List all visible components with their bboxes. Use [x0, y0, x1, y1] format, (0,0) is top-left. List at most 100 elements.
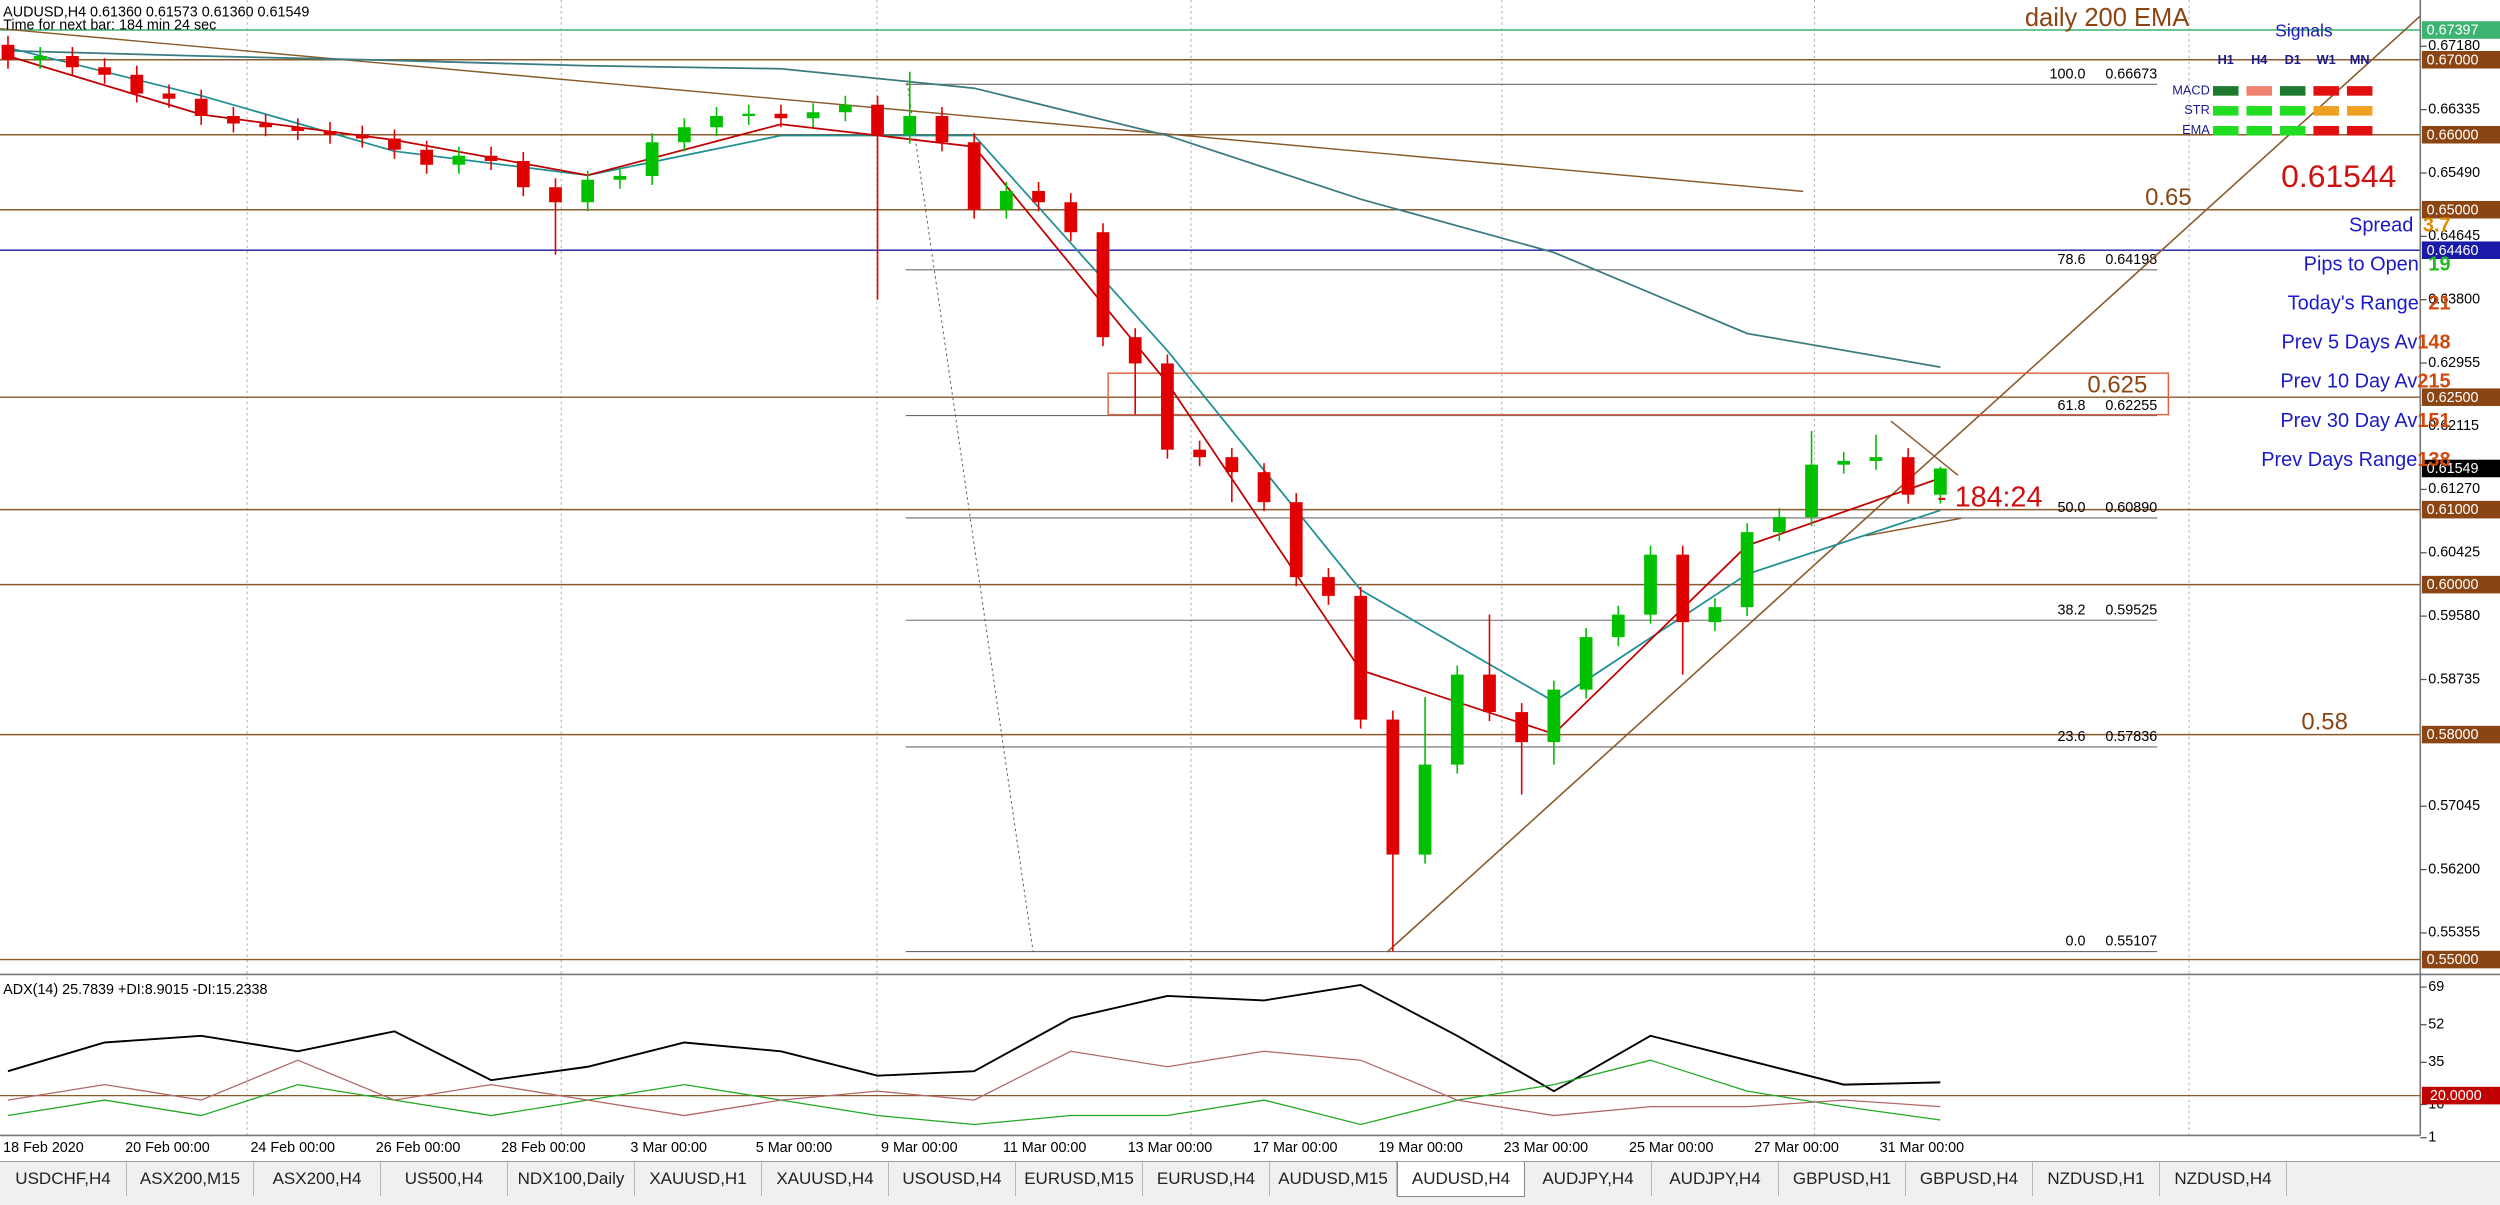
- adx-line: [7, 1059, 1941, 1126]
- candle-body: [1708, 607, 1722, 623]
- price-box: [2421, 725, 2500, 744]
- candle-body: [66, 56, 79, 68]
- signal-cell: [2246, 86, 2273, 96]
- y-tick-label: 0.59580: [2428, 608, 2480, 624]
- info-label: Prev 30 Day Av: [2280, 410, 2417, 432]
- y-tick-label: 0.60425: [2428, 545, 2480, 561]
- signal-cell: [2246, 106, 2273, 116]
- candle-body: [355, 134, 369, 139]
- tab[interactable]: ASX200,H4: [254, 1162, 381, 1196]
- candle-body: [98, 67, 111, 75]
- y-tick-label: 0.56200: [2428, 861, 2480, 877]
- tab[interactable]: USDCHF,H4: [0, 1162, 127, 1196]
- x-tick-label: 18 Feb 2020: [3, 1140, 84, 1156]
- price-box-label: 0.58000: [2427, 727, 2479, 743]
- candle-body: [838, 104, 852, 113]
- candle-body: [806, 112, 820, 119]
- price-box-label: 0.61000: [2427, 502, 2479, 518]
- price-box-label: 0.65000: [2427, 202, 2479, 218]
- info-label: Prev Days Range: [2261, 449, 2417, 471]
- candle-body: [1193, 449, 1206, 458]
- x-tick-label: 5 Mar 00:00: [756, 1140, 833, 1156]
- candle-body: [162, 93, 176, 99]
- tab[interactable]: GBPUSD,H4: [1906, 1162, 2033, 1196]
- y-tick-label: 0.62115: [2428, 418, 2479, 434]
- x-tick-label: 9 Mar 00:00: [881, 1140, 958, 1156]
- info-value: 19: [2428, 254, 2450, 276]
- fib-level: 38.2: [2058, 602, 2086, 618]
- y-tick-label: 0.64645: [2428, 228, 2480, 244]
- candle-body: [903, 115, 917, 135]
- info-value: 138: [2417, 449, 2450, 471]
- tab[interactable]: AUDJPY,H4: [1652, 1162, 1779, 1196]
- price-box: [2421, 200, 2500, 219]
- y-tick-label: 0.61270: [2428, 481, 2480, 497]
- info-row: Prev Days Range138: [2261, 449, 2450, 471]
- price-box: [2421, 575, 2500, 594]
- signal-cell: [2313, 86, 2339, 96]
- tab[interactable]: ASX200,M15: [127, 1162, 254, 1196]
- x-tick-label: 11 Mar 00:00: [1003, 1140, 1086, 1156]
- candle-body: [1547, 689, 1561, 743]
- candle-body: [1354, 595, 1368, 720]
- candle-body: [1837, 460, 1851, 465]
- symbol-line: AUDUSD,H4 0.61360 0.61573 0.61360 0.6154…: [3, 5, 309, 21]
- price-box: [2421, 50, 2500, 69]
- tab[interactable]: AUDUSD,M15: [1270, 1162, 1397, 1196]
- candle-body: [613, 175, 627, 180]
- candle-body: [1418, 764, 1432, 855]
- info-label: Prev 5 Days Av: [2282, 332, 2418, 354]
- tab[interactable]: AUDUSD,H4: [1397, 1162, 1525, 1197]
- adx-level-box: [2421, 1086, 2500, 1105]
- signal-row-label: MACD: [2172, 82, 2210, 97]
- tab[interactable]: US500,H4: [381, 1162, 508, 1196]
- x-tick-label: 25 Mar 00:00: [1629, 1140, 1714, 1156]
- candle-body: [130, 74, 144, 94]
- fib-level: 0.0: [2066, 934, 2086, 950]
- tab[interactable]: GBPUSD,H1: [1779, 1162, 1906, 1196]
- y-tick-label: 0.62955: [2428, 355, 2480, 371]
- tab[interactable]: EURUSD,M15: [1016, 1162, 1143, 1196]
- x-tick-label: 13 Mar 00:00: [1128, 1140, 1213, 1156]
- tab[interactable]: XAUUSD,H1: [635, 1162, 762, 1196]
- tab[interactable]: EURUSD,H4: [1143, 1162, 1270, 1196]
- signal-cell: [2279, 125, 2306, 136]
- x-tick-label: 24 Feb 00:00: [250, 1140, 335, 1156]
- fib-price: 0.57836: [2105, 729, 2157, 745]
- signal-cell: [2346, 86, 2373, 96]
- candle-body: [1644, 554, 1657, 615]
- candle-body: [1289, 502, 1303, 578]
- adx-line: [7, 983, 1941, 1093]
- info-row: Prev 10 Day Av215: [2280, 371, 2450, 393]
- candle-body: [871, 104, 884, 135]
- tab[interactable]: NDX100,Daily: [508, 1162, 635, 1196]
- candle-body: [1901, 457, 1915, 495]
- tab[interactable]: NZDUSD,H1: [2033, 1162, 2160, 1196]
- adx-level-label: 20.0000: [2430, 1088, 2482, 1104]
- tab[interactable]: USOUSD,H4: [889, 1162, 1016, 1196]
- info-value: 215: [2417, 371, 2450, 393]
- candle-body: [581, 179, 595, 203]
- candle-body: [1579, 637, 1593, 690]
- tab[interactable]: XAUUSD,H4: [762, 1162, 889, 1196]
- fib-level: 61.8: [2058, 398, 2086, 414]
- signal-cell: [2246, 125, 2273, 136]
- signal-cell: [2313, 125, 2339, 136]
- candle-body: [516, 160, 530, 188]
- annotation: daily 200 EMA: [2025, 4, 2189, 32]
- price-box: [2421, 21, 2500, 39]
- adx-tick-label: 52: [2428, 1017, 2444, 1033]
- adx-tick-label: 35: [2428, 1054, 2444, 1070]
- price-box-label: 0.67000: [2427, 52, 2479, 68]
- signal-row-label: STR: [2184, 102, 2209, 117]
- adx-tick-label: 69: [2428, 979, 2444, 995]
- live-price: 0.61544: [2281, 158, 2396, 194]
- tab[interactable]: AUDJPY,H4: [1525, 1162, 1652, 1196]
- tab[interactable]: NZDUSD,H4: [2160, 1162, 2287, 1196]
- info-row: Spread 3.7: [2349, 215, 2451, 237]
- candle-body: [1933, 468, 1947, 495]
- price-box-label: 0.55000: [2427, 952, 2479, 968]
- fib-level: 100.0: [2050, 67, 2086, 83]
- candle-body: [1257, 472, 1271, 503]
